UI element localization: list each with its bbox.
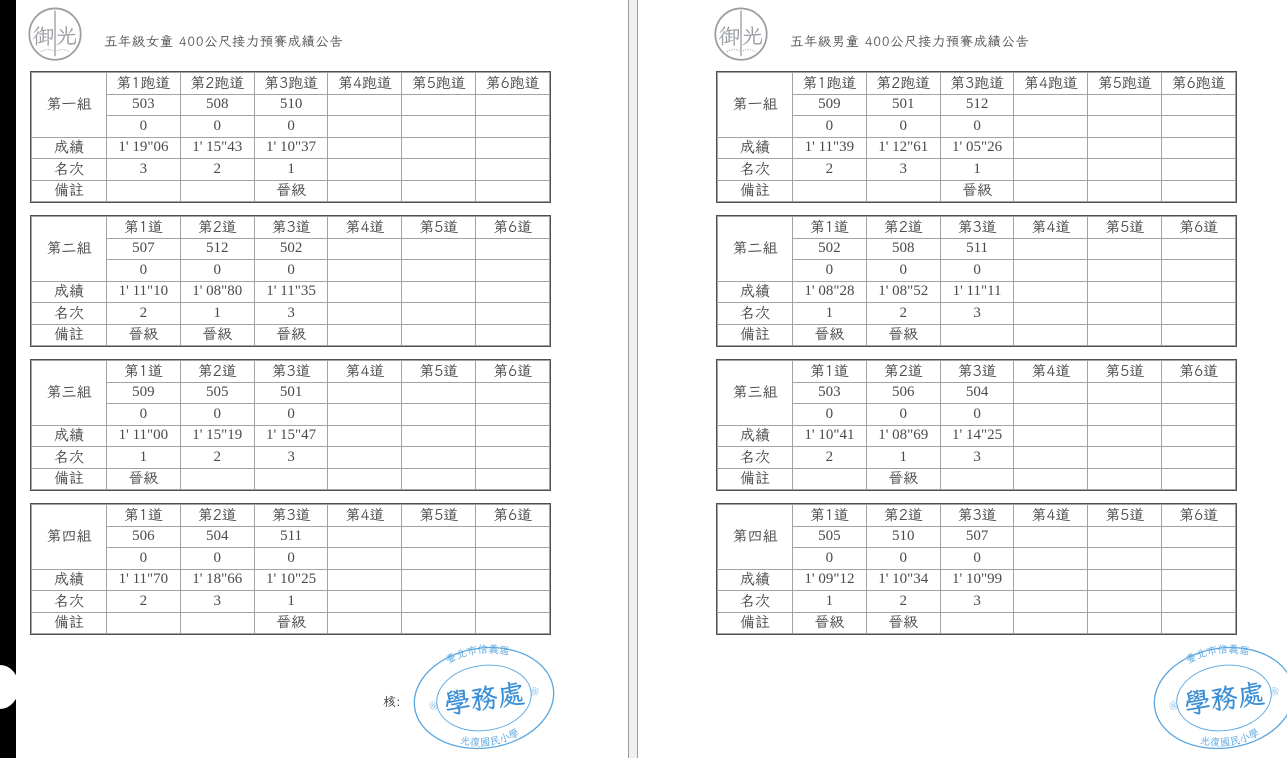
svg-text:❀: ❀ — [529, 684, 541, 698]
svg-text:臺北市信義區: 臺北市信義區 — [442, 638, 513, 668]
svg-text:御: 御 — [718, 21, 740, 50]
svg-text:❀: ❀ — [1168, 698, 1180, 712]
svg-text:光: 光 — [55, 21, 77, 50]
svg-text:❀: ❀ — [1269, 684, 1281, 698]
svg-text:學務處: 學務處 — [1181, 675, 1266, 722]
svg-text:御: 御 — [32, 21, 54, 50]
svg-text:臺北市信義區: 臺北市信義區 — [1182, 638, 1253, 668]
svg-text:學務處: 學務處 — [441, 675, 526, 722]
svg-text:❀: ❀ — [428, 698, 440, 712]
svg-text:光: 光 — [741, 21, 763, 50]
